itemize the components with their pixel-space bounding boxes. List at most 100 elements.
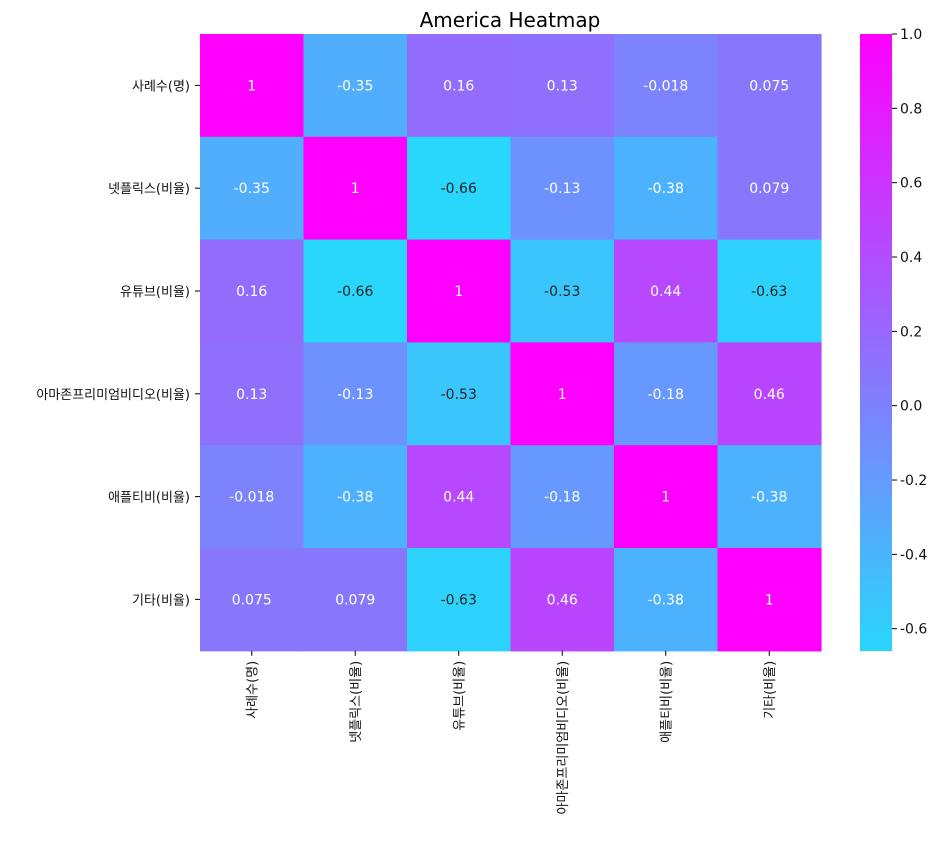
cell-annotation: -0.53: [441, 387, 477, 403]
heatmap-cell: [510, 342, 615, 446]
heatmap-cell: [717, 548, 822, 652]
heatmap-cell: [407, 136, 512, 241]
y-tick-label: 기타(비율): [132, 593, 190, 608]
heatmap-cell: [407, 342, 512, 446]
cell-annotation: -0.35: [337, 78, 373, 94]
cell-annotation: -0.38: [648, 592, 684, 608]
heatmap-cell: [200, 239, 305, 343]
heatmap-cell: [614, 136, 719, 241]
heatmap-grid: 1 -0.35 0.16 0.13 -0.018 0.075 -0.35 1 -0.66 -0.1…: [200, 34, 822, 652]
cell-annotation: -0.13: [337, 387, 373, 403]
x-tick-label: 사례수(명): [246, 661, 261, 719]
heatmap-cell: [303, 445, 408, 549]
y-tick-label: 아마존프리미엄비디오(비율): [36, 388, 190, 403]
cell-annotation: 0.079: [335, 592, 375, 608]
heatmap-cell: [510, 34, 615, 138]
cell-annotation: -0.38: [648, 181, 684, 197]
colorbar-tick-label: -0.2: [900, 473, 927, 489]
cell-annotation: -0.66: [337, 284, 373, 300]
y-axis-labels: 사례수(명) 넷플릭스(비율) 유튜브(비율) 아마존프리미엄비디오(비율) 애플티비(…: [36, 79, 200, 608]
colorbar-tick-label: 0.8: [900, 101, 922, 117]
colorbar-tick-label: 1.0: [900, 27, 922, 43]
y-tick-label: 애플티비(비율): [108, 491, 190, 506]
colorbar-tick-label: 0.4: [900, 250, 922, 266]
heatmap-cell: [303, 34, 408, 138]
heatmap-cell: [717, 136, 822, 241]
heatmap-cell: [407, 445, 512, 549]
heatmap-cell: [510, 239, 615, 343]
cell-annotation: -0.018: [643, 78, 688, 94]
colorbar-tick-label: 0.6: [900, 176, 922, 192]
colorbar: 1.0 0.8 0.6 0.4 0.2 0.0 -0.2 -0.4 -0.6: [860, 27, 927, 651]
cell-annotation: 0.44: [443, 490, 474, 506]
cell-annotation: 1: [558, 387, 567, 403]
cell-annotation: 0.075: [232, 592, 272, 608]
heatmap-cell: [717, 342, 822, 446]
heatmap-cell: [614, 342, 719, 446]
heatmap-cell: [303, 342, 408, 446]
cell-annotation: 1: [351, 181, 360, 197]
x-axis-labels: 사례수(명) 넷플릭스(비율) 유튜브(비율) 아마존프리미엄비디오(비율) 애플티비(…: [246, 650, 778, 815]
heatmap-cell: [200, 548, 305, 652]
heatmap-cell: [614, 239, 719, 343]
heatmap-cell: [407, 548, 512, 652]
cell-annotation: -0.63: [441, 592, 477, 608]
cell-annotation: 0.46: [547, 592, 578, 608]
y-tick-label: 사례수(명): [132, 79, 190, 94]
cell-annotation: -0.66: [441, 181, 477, 197]
chart-title: America Heatmap: [420, 8, 601, 32]
colorbar-gradient: [860, 34, 892, 651]
x-tick-label: 아마존프리미엄비디오(비율): [556, 661, 571, 815]
cell-annotation: 0.13: [547, 78, 578, 94]
heatmap-cell: [717, 34, 822, 138]
cell-annotation: 0.079: [749, 181, 789, 197]
cell-annotation: 0.16: [236, 284, 267, 300]
heatmap-cell: [614, 445, 719, 549]
cell-annotation: 1: [661, 490, 670, 506]
cell-annotation: 0.44: [650, 284, 681, 300]
cell-annotation: -0.35: [234, 181, 270, 197]
heatmap-cell: [200, 445, 305, 549]
y-tick-label: 넷플릭스(비율): [108, 182, 190, 197]
cell-annotation: -0.18: [648, 387, 684, 403]
colorbar-tick-label: -0.6: [900, 622, 927, 638]
heatmap-cell: [407, 34, 512, 138]
heatmap-cell: [303, 548, 408, 652]
cell-annotation: -0.38: [751, 490, 787, 506]
heatmap-cell: [407, 239, 512, 343]
heatmap-cell: [717, 239, 822, 343]
cell-annotation: 0.13: [236, 387, 267, 403]
y-tick-label: 유튜브(비율): [120, 285, 190, 300]
cell-annotation: -0.63: [751, 284, 787, 300]
cell-annotation: -0.18: [544, 490, 580, 506]
heatmap-cell: [614, 34, 719, 138]
cell-annotation: -0.018: [229, 490, 274, 506]
cell-annotation: -0.53: [544, 284, 580, 300]
cell-annotation: -0.38: [337, 490, 373, 506]
cell-annotation: -0.13: [544, 181, 580, 197]
heatmap-cell: [510, 548, 615, 652]
heatmap-cell: [200, 342, 305, 446]
x-tick-label: 넷플릭스(비율): [349, 661, 364, 743]
heatmap-cell: [614, 548, 719, 652]
x-tick-label: 유튜브(비율): [453, 661, 468, 731]
colorbar-tick-label: -0.4: [900, 547, 927, 563]
heatmap-cell: [303, 136, 408, 241]
cell-annotation: 0.16: [443, 78, 474, 94]
cell-annotation: 1: [454, 284, 463, 300]
colorbar-tick-label: 0.2: [900, 324, 922, 340]
x-tick-label: 애플티비(비율): [660, 661, 675, 743]
heatmap-cell: [200, 34, 305, 138]
cell-annotation: 0.075: [749, 78, 789, 94]
cell-annotation: 1: [247, 78, 256, 94]
x-tick-label: 기타(비율): [763, 661, 778, 719]
heatmap-cell: [717, 445, 822, 549]
colorbar-tick-label: 0.0: [900, 399, 922, 415]
heatmap-cell: [303, 239, 408, 343]
heatmap-cell: [510, 445, 615, 549]
heatmap-cell: [510, 136, 615, 241]
cell-annotation: 0.46: [754, 387, 785, 403]
cell-annotation: 1: [765, 592, 774, 608]
heatmap-cell: [200, 136, 305, 241]
